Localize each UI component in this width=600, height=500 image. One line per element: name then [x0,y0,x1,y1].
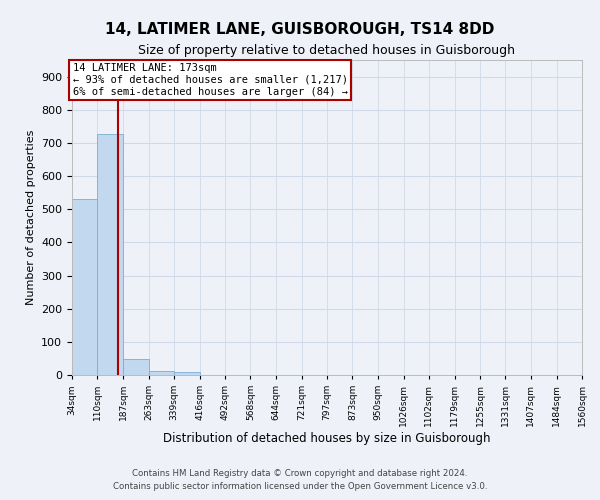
Text: 14 LATIMER LANE: 173sqm
← 93% of detached houses are smaller (1,217)
6% of semi-: 14 LATIMER LANE: 173sqm ← 93% of detache… [73,64,347,96]
X-axis label: Distribution of detached houses by size in Guisborough: Distribution of detached houses by size … [163,432,491,444]
Bar [174,372,200,375]
Text: Contains public sector information licensed under the Open Government Licence v3: Contains public sector information licen… [113,482,487,491]
Text: 14, LATIMER LANE, GUISBOROUGH, TS14 8DD: 14, LATIMER LANE, GUISBOROUGH, TS14 8DD [106,22,494,38]
Y-axis label: Number of detached properties: Number of detached properties [26,130,35,305]
Bar [123,360,149,375]
Bar [149,371,174,375]
Bar [97,134,123,375]
Text: Contains HM Land Registry data © Crown copyright and database right 2024.: Contains HM Land Registry data © Crown c… [132,468,468,477]
Bar [72,200,97,375]
Title: Size of property relative to detached houses in Guisborough: Size of property relative to detached ho… [139,44,515,58]
